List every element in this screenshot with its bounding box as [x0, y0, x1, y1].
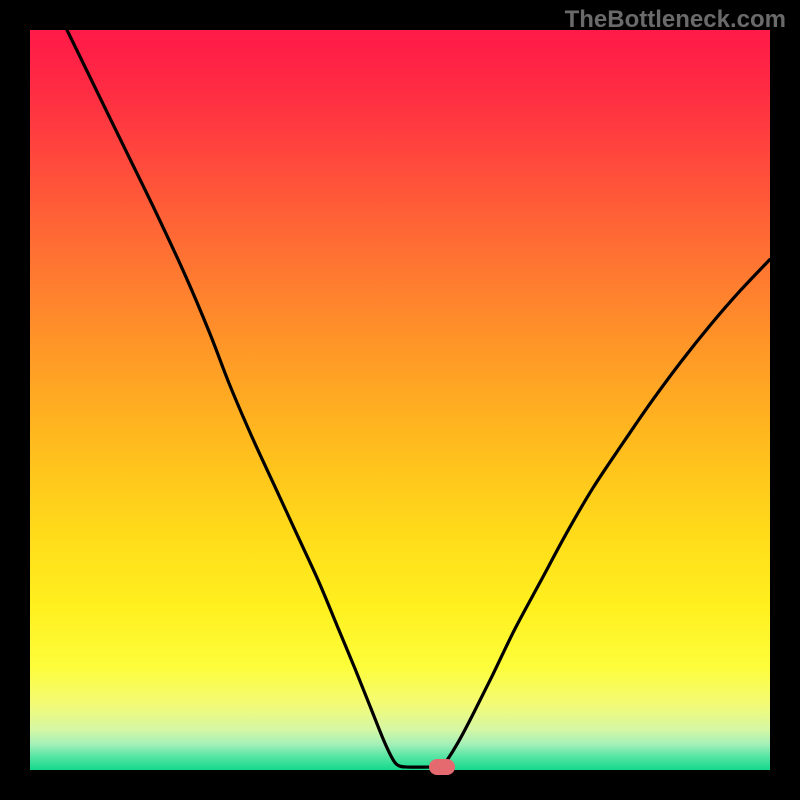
- optimal-point-marker: [429, 759, 455, 775]
- chart-container: TheBottleneck.com: [0, 0, 800, 800]
- plot-gradient-area: [30, 30, 770, 770]
- watermark-text: TheBottleneck.com: [565, 6, 786, 34]
